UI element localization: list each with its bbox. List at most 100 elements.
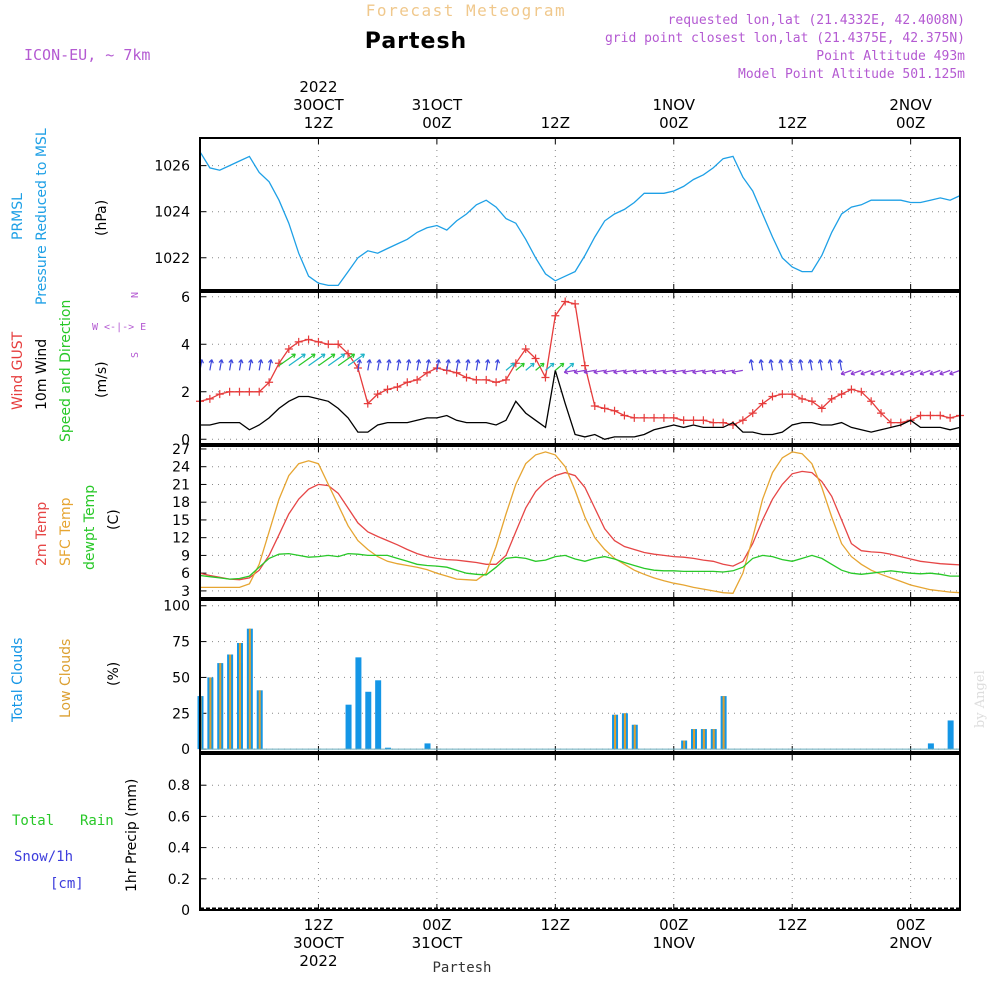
panels: 1022102410260246369121518212427025507510… [154,137,964,919]
y-tick-label: 0 [181,903,190,919]
bottom-time-label: 31OCT [412,934,463,952]
gust-marker [630,413,639,422]
top-time-label: 31OCT [412,96,463,114]
wind-direction-arrow [731,369,743,373]
bottom-time-label: 00Z [422,916,451,934]
wind-arrow-head [919,370,925,376]
gust-marker [768,392,777,401]
wind-direction-arrow [613,369,625,373]
series-line-pressure [199,151,961,287]
wind-direction-arrow [779,359,783,371]
wind-arrow-head [475,359,481,364]
wind-arrow-head [340,353,346,359]
gust-marker [462,373,471,382]
gust-marker [590,402,599,410]
gust-marker [284,345,293,353]
wind-arrow-head [320,353,326,359]
wind-direction-arrow [485,359,489,371]
snow-label: Snow/1h [14,849,73,865]
gust-marker [363,399,372,408]
wind-direction-arrow [554,362,565,371]
wind-arrow-head [376,359,382,364]
wind-direction-arrow [416,359,420,371]
wind-direction-arrow [919,369,931,375]
model-altitude: Model Point Altitude 501.125m [738,67,965,82]
rain-label: Rain [80,813,114,829]
wind-direction-arrow [850,369,862,375]
wind-direction-arrow [564,369,576,373]
wind-direction-arrow [603,369,615,373]
wind-arrow-head [889,370,895,376]
wind-arrow-head [445,359,451,364]
gust-marker [324,340,333,349]
gust-marker [531,354,540,363]
wind-direction-arrow [789,359,793,371]
wind-direction-arrow [268,359,272,371]
panel-frame [199,291,961,445]
gust-marker [383,385,392,394]
wind-arrow-head [850,370,855,376]
gust-marker [689,416,698,425]
wind-direction-arrow [406,359,410,371]
y-tick-label: 9 [181,548,190,564]
low-cloud-bar [248,628,251,750]
wind-direction-arrow [209,359,213,371]
wind-direction-arrow [692,369,704,373]
precip-side-labels: Total Rain Snow/1h [cm] 1hr Precip (mm) [12,779,140,892]
gust-marker [886,418,895,427]
y-tick-label: 25 [172,706,190,722]
wind-arrow-head [768,359,774,364]
wind-arrow-head [549,362,555,368]
top-time-label: 00Z [896,114,925,132]
series-line-wind-gust [199,300,961,426]
y-tick-label: 50 [172,670,190,686]
wind-arrow-head [396,359,402,364]
bottom-location: Partesh [432,960,491,976]
wind-direction-arrow [465,359,469,371]
wind-arrow-head [330,353,336,359]
wind-direction-arrow [819,359,823,371]
wind-direction-arrow [219,359,223,371]
wind-direction-arrow [643,369,655,373]
wind-direction-arrow [229,359,233,371]
snow-unit: [cm] [50,876,84,892]
wind-arrow-head [208,359,214,364]
dew-label: dewpt Temp [82,485,98,570]
gust-marker [205,394,214,403]
low-cloud-bar [209,677,212,750]
y-tick-label: 6 [181,566,190,582]
wind-arrow-head [870,370,875,376]
y-tick-label: 0 [181,432,190,448]
wind-direction-arrow [890,369,901,375]
low-cloud-bar [702,729,705,750]
gust-marker [501,375,510,384]
wind-arrow-head [311,353,316,359]
gust-marker [551,311,560,320]
wind-direction-arrow [327,353,346,367]
wind-arrow-head [455,359,461,364]
gust-marker [827,394,836,403]
wind-arrow-head [573,369,579,375]
wind-arrow-head [837,359,843,364]
gust-marker [334,340,343,349]
wind-arrow-head [539,362,545,368]
gust-marker [235,387,244,396]
wind-arrow-head [366,359,372,364]
hpa-unit: (hPa) [94,200,110,236]
location-title: Partesh [365,29,467,54]
wind-direction-arrow [377,359,381,371]
compass-s: S [130,352,141,358]
low-cloud-bar [614,714,617,750]
wind-arrow-head [632,369,638,375]
wind-direction-arrow [475,359,479,371]
wind-direction-arrow [702,369,714,373]
y-tick-label: 24 [172,460,190,476]
wind-arrow-head [485,359,491,364]
gust-marker [788,390,797,399]
wind-arrow-head [415,359,422,364]
total-cloud-bar [375,680,382,750]
gust-marker [798,394,807,403]
wind-arrow-head [788,359,794,364]
gust-marker [225,387,234,396]
